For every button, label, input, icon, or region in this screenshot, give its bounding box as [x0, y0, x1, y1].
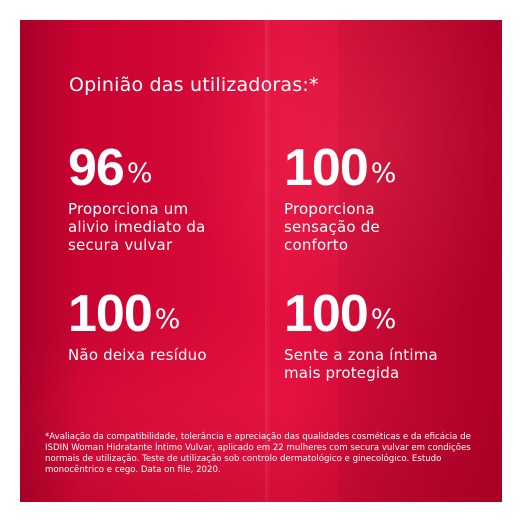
- stat-description: Proporciona sensação de conforto: [284, 200, 380, 254]
- stat-unit: %: [370, 304, 397, 335]
- stat-description: Sente a zona íntima mais protegida: [284, 346, 438, 382]
- stat-immediate-relief: 96% Proporciona um alivio imediato da se…: [68, 142, 206, 254]
- stat-number: 96: [68, 139, 125, 197]
- stat-protection: 100% Sente a zona íntima mais protegida: [284, 288, 438, 382]
- stat-number: 100: [68, 285, 153, 343]
- promo-card: Opinião das utilizadoras:* 96% Proporcio…: [20, 20, 502, 502]
- stat-unit: %: [126, 158, 153, 189]
- stat-value: 100%: [68, 288, 207, 340]
- stat-value: 96%: [68, 142, 206, 194]
- stat-value: 100%: [284, 142, 396, 194]
- headline: Opinião das utilizadoras:*: [69, 74, 319, 96]
- stat-number: 100: [284, 139, 369, 197]
- stat-unit: %: [370, 158, 397, 189]
- stat-description: Proporciona um alivio imediato da secura…: [68, 200, 206, 254]
- stat-comfort: 100% Proporciona sensação de conforto: [284, 142, 396, 254]
- background-panel-right: [338, 20, 502, 502]
- footnote: *Avaliação da compatibilidade, tolerânci…: [45, 432, 471, 475]
- stat-no-residue: 100% Não deixa resíduo: [68, 288, 207, 364]
- stat-description: Não deixa resíduo: [68, 346, 207, 364]
- stat-number: 100: [284, 285, 369, 343]
- stat-unit: %: [154, 304, 181, 335]
- stat-value: 100%: [284, 288, 438, 340]
